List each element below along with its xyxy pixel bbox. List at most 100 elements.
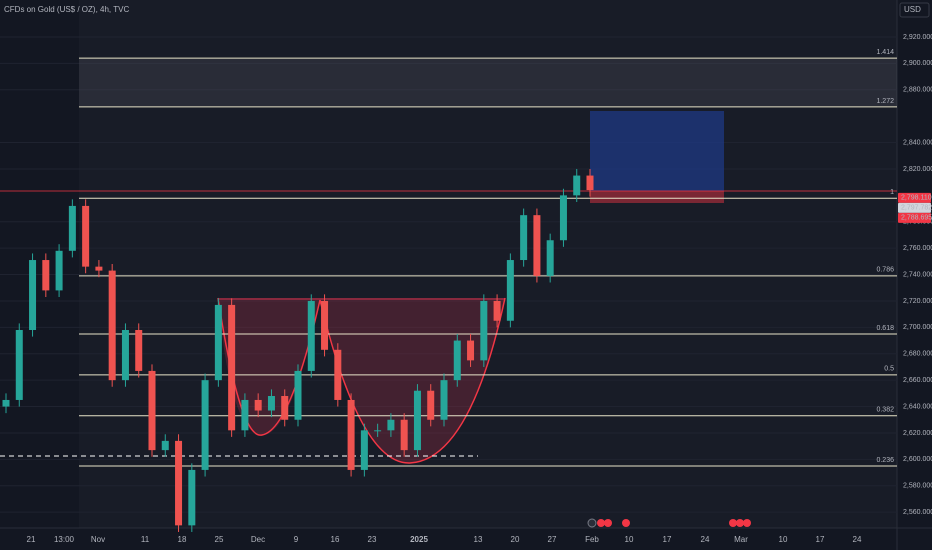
fib-label: 0.786 bbox=[876, 267, 894, 274]
candle-body bbox=[533, 215, 541, 276]
candle-body bbox=[546, 240, 554, 276]
y-tick-label: 2,700.000 bbox=[903, 324, 932, 331]
price-tag-label: 2,797.782 bbox=[901, 205, 932, 212]
candle-body bbox=[334, 349, 342, 400]
y-tick-label: 2,580.000 bbox=[903, 483, 932, 490]
candle-body bbox=[480, 300, 488, 361]
candle-body bbox=[201, 380, 209, 470]
candles bbox=[2, 168, 594, 532]
candle-body bbox=[387, 419, 395, 431]
x-tick-label: 21 bbox=[27, 535, 36, 544]
fib-levels bbox=[79, 57, 897, 467]
candle-body bbox=[321, 300, 329, 350]
candle-body bbox=[108, 270, 116, 381]
candle-body bbox=[15, 330, 23, 400]
x-tick-label: 11 bbox=[141, 535, 150, 544]
candle-body bbox=[161, 440, 169, 451]
y-tick-label: 2,900.000 bbox=[903, 60, 932, 67]
candle-body bbox=[55, 250, 63, 291]
x-tick-label: 24 bbox=[701, 535, 710, 544]
price-tag-label: 2,798.110 bbox=[901, 195, 932, 202]
x-tick-label: 24 bbox=[853, 535, 862, 544]
cup-shape bbox=[218, 298, 505, 464]
target-zone bbox=[590, 111, 724, 191]
x-tick-label: 23 bbox=[368, 535, 377, 544]
candle-body bbox=[68, 205, 76, 251]
price-tag bbox=[898, 202, 931, 213]
x-tick-label: Feb bbox=[585, 535, 599, 544]
candle-body bbox=[427, 390, 435, 420]
candle-body bbox=[95, 266, 103, 271]
x-tick-label: Nov bbox=[91, 535, 105, 544]
x-tick-label: 20 bbox=[511, 535, 520, 544]
x-tick-label: 10 bbox=[625, 535, 634, 544]
candle-body bbox=[241, 399, 249, 431]
y-tick-label: 2,600.000 bbox=[903, 456, 932, 463]
y-tick-label: 2,640.000 bbox=[903, 403, 932, 410]
candle-body bbox=[29, 260, 37, 330]
candle-body bbox=[254, 399, 262, 411]
fib-label: 0.382 bbox=[876, 407, 894, 414]
cup-rim bbox=[218, 298, 505, 300]
candle-body bbox=[360, 430, 368, 470]
x-tick-label: 27 bbox=[548, 535, 557, 544]
session-shade bbox=[0, 0, 79, 528]
candle-body bbox=[467, 340, 475, 361]
x-tick-label: 9 bbox=[294, 535, 299, 544]
candle-body bbox=[2, 399, 10, 407]
candle-body bbox=[148, 370, 156, 451]
candle-body bbox=[374, 430, 382, 432]
candle-body bbox=[347, 399, 355, 470]
price-axis bbox=[897, 0, 932, 550]
fib-label: 0.618 bbox=[876, 325, 894, 332]
y-tick-label: 2,880.000 bbox=[903, 87, 932, 94]
candle-body bbox=[281, 396, 289, 420]
x-tick-label: Mar bbox=[734, 535, 748, 544]
chart-title: CFDs on Gold (US$ / OZ), 4h, TVC bbox=[4, 5, 129, 14]
price-tag bbox=[898, 212, 931, 223]
candle-body bbox=[121, 330, 129, 381]
grid bbox=[0, 36, 897, 513]
x-tick-label: 17 bbox=[663, 535, 672, 544]
event-icons bbox=[587, 518, 751, 528]
y-tick-label: 2,660.000 bbox=[903, 377, 932, 384]
candle-body bbox=[135, 330, 143, 371]
y-tick-label: 2,760.000 bbox=[903, 245, 932, 252]
stop-zone bbox=[590, 191, 724, 203]
y-tick-label: 2,680.000 bbox=[903, 351, 932, 358]
fib-label: 0.236 bbox=[876, 457, 894, 464]
candle-body bbox=[413, 390, 421, 451]
candle-body bbox=[307, 300, 315, 371]
candle-body bbox=[42, 260, 50, 291]
candle-body bbox=[520, 215, 528, 261]
candle-body bbox=[586, 175, 594, 191]
candle-body bbox=[294, 370, 302, 420]
x-tick-label: 2025 bbox=[410, 535, 428, 544]
y-tick-label: 2,560.000 bbox=[903, 509, 932, 516]
candle-body bbox=[453, 340, 461, 381]
x-tick-label: 16 bbox=[331, 535, 340, 544]
candle-body bbox=[573, 175, 581, 196]
fib-label: 1 bbox=[890, 189, 894, 196]
candle-body bbox=[440, 380, 448, 420]
x-tick-label: Dec bbox=[251, 535, 265, 544]
fib-label: 1.272 bbox=[876, 98, 894, 105]
currency[interactable]: USD bbox=[904, 5, 921, 14]
x-tick-label: 10 bbox=[779, 535, 788, 544]
y-tick-label: 2,720.000 bbox=[903, 298, 932, 305]
candle-body bbox=[175, 440, 183, 526]
currency-box[interactable] bbox=[899, 2, 930, 18]
fib-label: 0.5 bbox=[884, 366, 894, 373]
x-tick-label: 25 bbox=[215, 535, 224, 544]
x-tick-label: 13:00 bbox=[54, 535, 75, 544]
candle-body bbox=[188, 469, 196, 526]
y-tick-label: 2,620.000 bbox=[903, 430, 932, 437]
labels: 2,920.000 2,900.000 2,880.000 2,840.000 2,82… bbox=[27, 34, 932, 544]
candle-body bbox=[400, 419, 408, 451]
y-tick-label: 2,820.000 bbox=[903, 166, 932, 173]
y-tick-label: 2,740.000 bbox=[903, 271, 932, 278]
candle-body bbox=[506, 260, 514, 321]
y-tick-label: 2,840.000 bbox=[903, 139, 932, 146]
drawings bbox=[0, 111, 897, 528]
